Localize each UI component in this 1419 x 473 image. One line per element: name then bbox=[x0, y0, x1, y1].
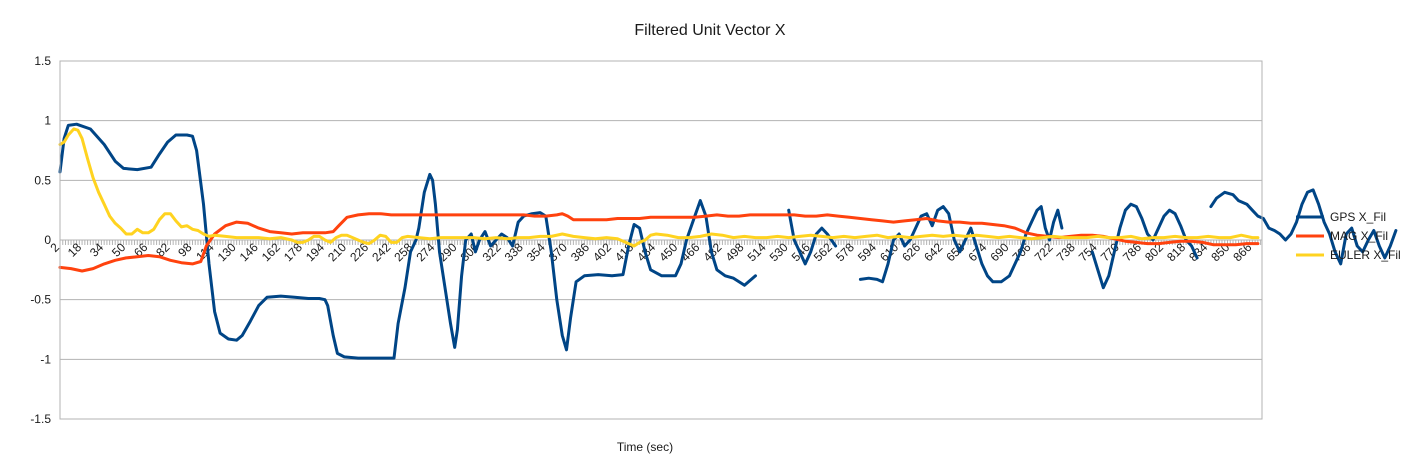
legend-label: EULER X_Fil bbox=[1330, 248, 1401, 262]
y-tick-label: 0 bbox=[44, 233, 51, 247]
y-tick-label: 1 bbox=[44, 114, 51, 128]
legend-label: GPS X_Fil bbox=[1330, 210, 1386, 224]
series-lines bbox=[58, 122, 1398, 360]
y-tick-label: 0.5 bbox=[34, 173, 51, 187]
plot-frame bbox=[59, 60, 1263, 420]
x-axis-title: Time (sec) bbox=[617, 440, 673, 454]
y-tick-label: 1.5 bbox=[34, 54, 51, 68]
legend-label: MAG X_Fil bbox=[1330, 229, 1388, 243]
series-line-0 bbox=[58, 122, 757, 360]
series-line-1 bbox=[787, 208, 838, 266]
y-tick-label: -1 bbox=[40, 352, 51, 366]
y-tick-label: -1.5 bbox=[30, 412, 51, 426]
series-line-2 bbox=[858, 205, 1064, 284]
legend: GPS X_Fil MAG X_Fil EULER X_Fil bbox=[1296, 210, 1401, 262]
y-axis-ticks: 1.5 1 0.5 0 -0.5 -1 -1.5 bbox=[30, 54, 51, 426]
series-line-6 bbox=[58, 127, 1260, 248]
chart-title: Filtered Unit Vector X bbox=[634, 22, 786, 39]
y-tick-label: -0.5 bbox=[30, 293, 51, 307]
series-line-4 bbox=[1209, 188, 1398, 266]
series-line-3 bbox=[1090, 202, 1199, 290]
